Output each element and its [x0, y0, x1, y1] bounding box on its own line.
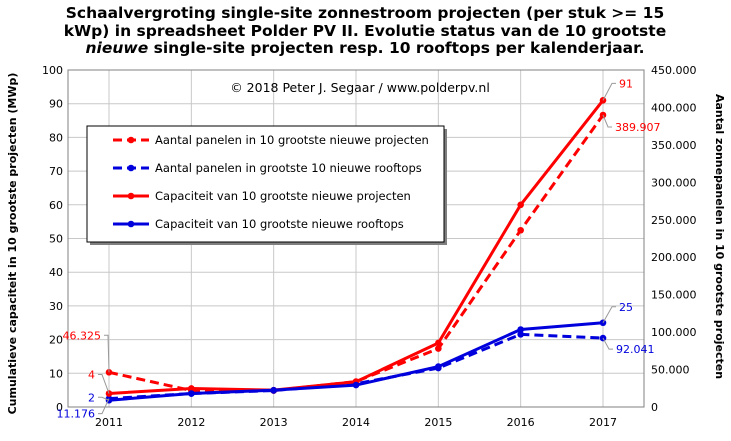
right-tick-label: 50.000 — [651, 364, 690, 377]
data-label: 92.041 — [616, 343, 655, 356]
data-label: 4 — [88, 369, 95, 382]
left-tick-label: 70 — [49, 165, 63, 178]
left-tick-label: 40 — [49, 266, 63, 279]
right-tick-label: 0 — [651, 401, 658, 414]
data-label: 11.176 — [57, 408, 96, 421]
right-tick-label: 450.000 — [651, 64, 697, 77]
data-label: 46.325 — [63, 329, 102, 342]
legend: Aantal panelen in 10 grootste nieuwe pro… — [86, 125, 447, 245]
right-tick-label: 300.000 — [651, 176, 697, 189]
data-label: 91 — [619, 77, 633, 90]
legend-marker — [127, 192, 135, 200]
right-y-ticks: 0 50.000 100.000 150.000 200.000 250.000 300.0… — [651, 64, 697, 414]
chart-title: Schaalvergroting single-site zonnestroom… — [64, 4, 666, 57]
data-label: 25 — [619, 301, 633, 314]
y-axis-left-title: Cumulatieve capaciteit in 10 grootste pr… — [6, 73, 19, 415]
left-tick-label: 10 — [49, 367, 63, 380]
data-point — [352, 381, 360, 389]
legend-entry: Aantal panelen in grootste 10 nieuwe roo… — [155, 161, 422, 175]
left-tick-label: 30 — [49, 300, 63, 313]
legend-marker — [127, 136, 135, 144]
right-tick-label: 250.000 — [651, 214, 697, 227]
right-tick-label: 350.000 — [651, 139, 697, 152]
data-label-leader — [602, 114, 612, 128]
right-tick-label: 150.000 — [651, 289, 697, 302]
data-point — [435, 363, 442, 370]
data-point — [270, 386, 277, 394]
right-tick-label: 100.000 — [651, 326, 697, 339]
data-point — [517, 331, 524, 338]
data-point — [435, 339, 442, 347]
copyright-notice: © 2018 Peter J. Segaar / www.polderpv.nl — [230, 80, 490, 95]
left-tick-label: 50 — [49, 233, 63, 246]
data-label-leader — [98, 398, 110, 415]
title-line-1: Schaalvergroting single-site zonnestroom… — [66, 4, 664, 22]
legend-entry: Capaciteit van 10 grootste nieuwe roofto… — [155, 217, 404, 231]
legend-entry: Aantal panelen in 10 grootste nieuwe pro… — [155, 133, 429, 147]
right-tick-label: 400.000 — [651, 101, 697, 114]
data-point — [188, 390, 195, 397]
data-label-leader — [602, 82, 616, 101]
legend-marker — [127, 164, 135, 172]
x-tick-label: 2014 — [342, 416, 370, 429]
title-line-2: kWp) in spreadsheet Polder PV II. Evolut… — [64, 22, 666, 40]
x-ticks: 2011 2012 2013 2014 2015 2016 2017 — [95, 416, 617, 429]
data-label-leader — [104, 334, 110, 373]
x-tick-label: 2017 — [589, 416, 617, 429]
x-tick-label: 2011 — [95, 416, 123, 429]
series — [105, 97, 607, 404]
x-tick-label: 2013 — [260, 416, 288, 429]
data-label: 389.907 — [615, 121, 661, 134]
right-tick-label: 200.000 — [651, 251, 697, 264]
data-label-leader — [98, 374, 110, 394]
data-point — [188, 385, 195, 392]
data-point — [599, 111, 607, 119]
x-tick-label: 2012 — [177, 416, 205, 429]
plot-frame — [67, 69, 645, 408]
data-label-leader — [602, 337, 613, 350]
data-point — [105, 390, 113, 397]
y-axis-right-title: Aantal zonnepanelen in 10 grootste proje… — [713, 94, 726, 379]
data-label-leader — [602, 306, 616, 323]
title-italic-word: nieuwe — [86, 39, 149, 57]
data-label-leader — [98, 396, 110, 401]
data-point — [435, 345, 442, 352]
left-y-ticks: 0 10 20 30 40 50 60 70 80 90 100 — [42, 64, 63, 414]
left-tick-label: 20 — [49, 334, 63, 347]
left-tick-label: 90 — [49, 98, 63, 111]
left-tick-label: 80 — [49, 131, 63, 144]
legend-marker — [127, 220, 135, 228]
left-tick-label: 100 — [42, 64, 63, 77]
title-line-3-rest: single-site projecten resp. 10 rooftops … — [148, 39, 644, 57]
left-tick-label: 0 — [56, 401, 63, 414]
data-point — [517, 201, 524, 209]
x-tick-label: 2016 — [507, 416, 535, 429]
title-line-3: nieuwe single-site projecten resp. 10 ro… — [86, 39, 645, 57]
x-tick-label: 2015 — [424, 416, 452, 429]
legend-entry: Capaciteit van 10 grootste nieuwe projec… — [155, 189, 411, 203]
data-point — [517, 326, 524, 333]
data-label: 2 — [88, 391, 95, 404]
left-tick-label: 60 — [49, 199, 63, 212]
data-labels: 46.325 389.907 11.176 92.041 4 91 2 25 — [57, 77, 661, 420]
data-point — [517, 226, 524, 234]
data-point — [105, 369, 113, 376]
